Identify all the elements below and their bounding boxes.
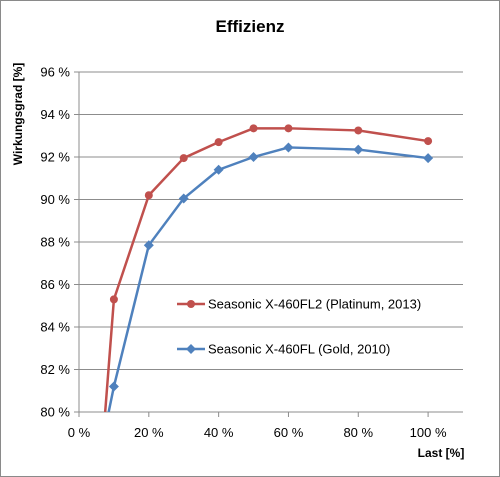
x-tick-label: 60 % [274, 425, 304, 440]
y-tick-label: 86 % [40, 277, 70, 292]
y-tick-label: 92 % [40, 150, 70, 165]
data-point [178, 193, 189, 204]
data-point [249, 124, 258, 133]
legend-marker [186, 344, 196, 354]
y-tick-label: 84 % [40, 320, 70, 335]
x-tick-label: 100 % [410, 425, 447, 440]
legend-entry: Seasonic X-460FL2 (Platinum, 2013) [177, 297, 421, 312]
series-1 [103, 124, 433, 412]
legend-label: Seasonic X-460FL (Gold, 2010) [208, 342, 390, 357]
data-point [354, 126, 363, 135]
x-tick-label: 0 % [68, 425, 91, 440]
data-point [179, 154, 188, 163]
chart-title: Effizienz [216, 17, 285, 36]
data-point [248, 152, 259, 162]
y-tick-label: 90 % [40, 192, 70, 207]
data-point [213, 164, 224, 175]
data-point [144, 191, 153, 200]
data-point [423, 153, 434, 164]
data-point [284, 124, 293, 133]
data-point [108, 381, 119, 392]
data-point [143, 240, 154, 251]
data-point [214, 138, 223, 147]
x-axis-title: Last [%] [418, 446, 465, 460]
y-tick-label: 96 % [40, 65, 70, 80]
legend-label: Seasonic X-460FL2 (Platinum, 2013) [208, 297, 421, 312]
data-point [353, 144, 364, 155]
legend-entry: Seasonic X-460FL (Gold, 2010) [177, 342, 390, 357]
y-tick-label: 94 % [40, 107, 70, 122]
x-tick-label: 40 % [204, 425, 234, 440]
y-tick-label: 82 % [40, 362, 70, 377]
y-tick-label: 88 % [40, 235, 70, 250]
data-point [283, 142, 294, 153]
x-tick-label: 80 % [343, 425, 373, 440]
data-point [109, 295, 118, 304]
legend-marker [187, 300, 195, 308]
x-tick-label: 20 % [134, 425, 164, 440]
y-axis-title: Wirkungsgrad [%] [11, 63, 25, 166]
y-tick-label: 80 % [40, 405, 70, 420]
series-2 [107, 142, 434, 412]
data-point [424, 137, 433, 146]
